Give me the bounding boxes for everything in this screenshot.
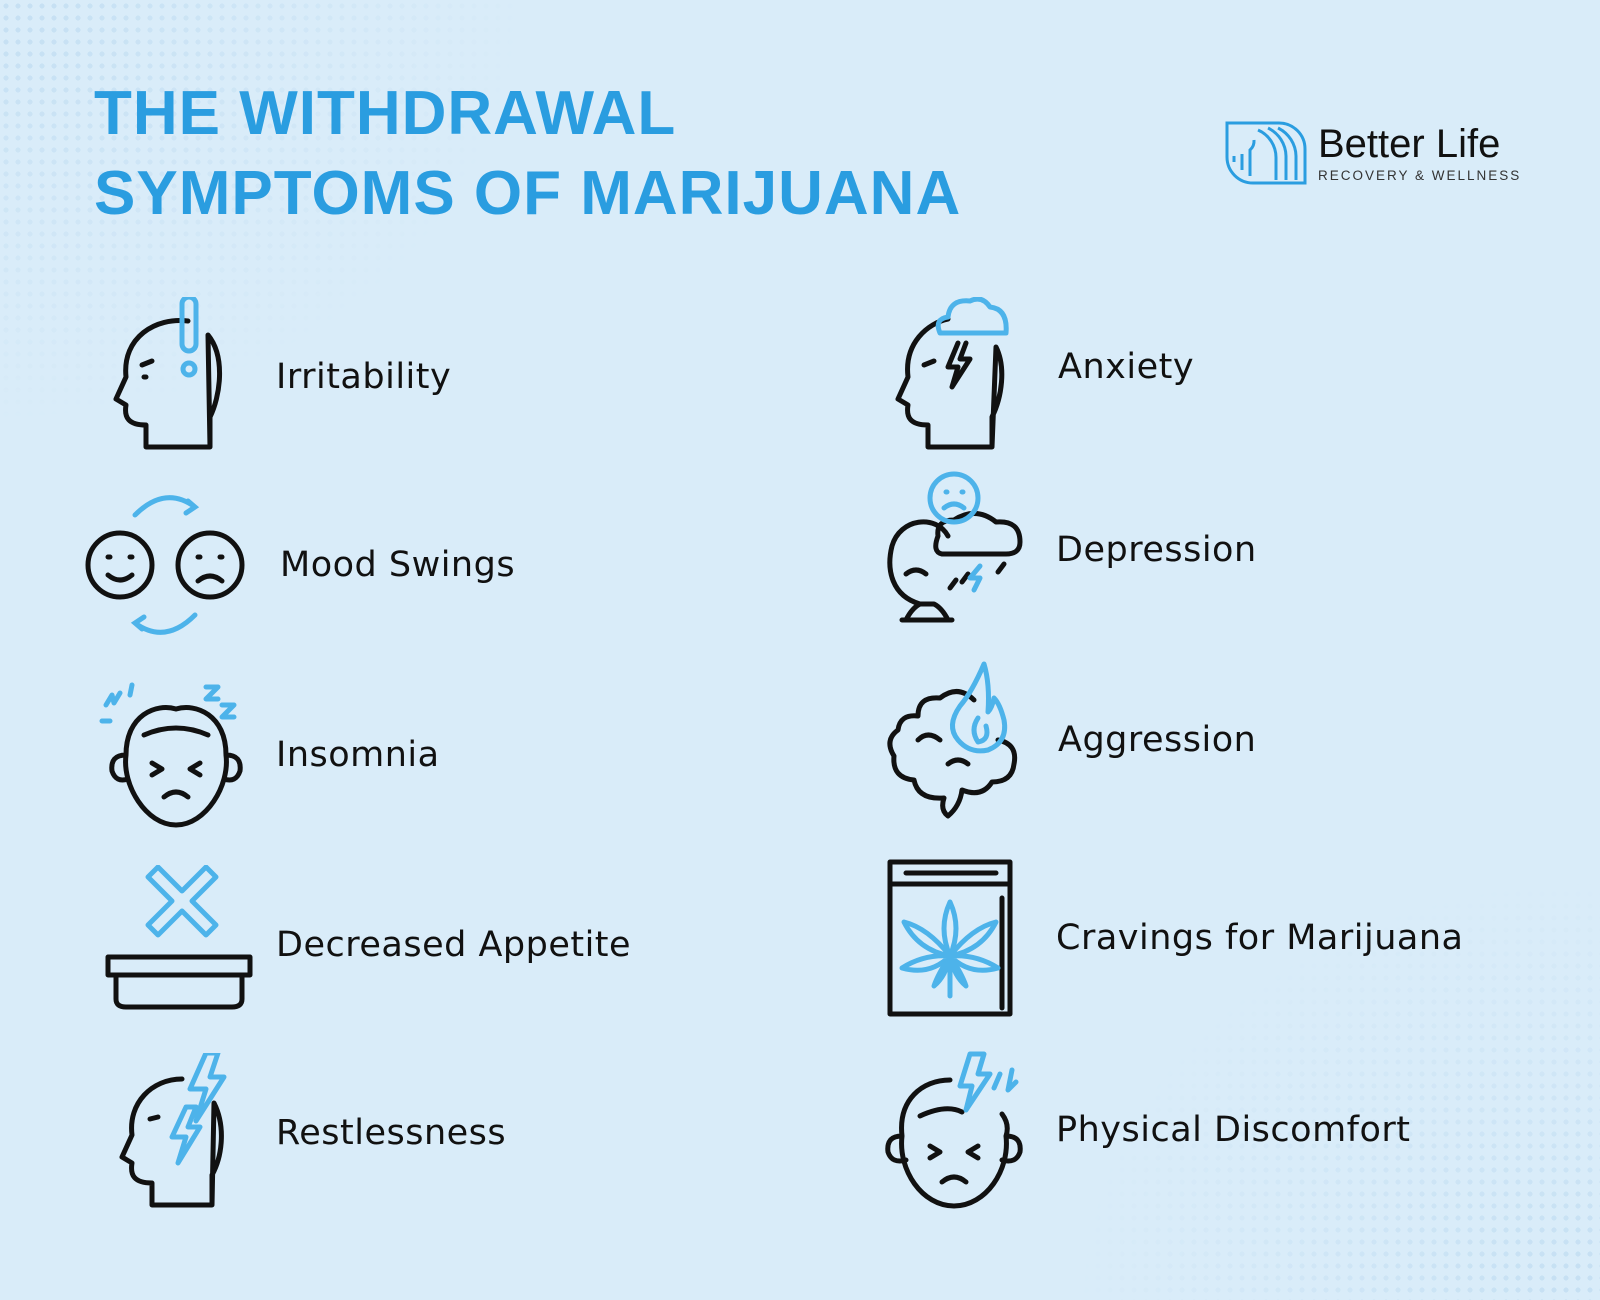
symptom-depression: Depression [876,470,1257,630]
symptom-physical-discomfort: Physical Discomfort [876,1050,1411,1210]
symptom-cravings: Cravings for Marijuana [876,858,1463,1018]
symptom-insomnia: Insomnia [96,675,440,835]
symptom-label: Depression [1056,530,1257,570]
head-storm-cloud-icon [895,297,1009,450]
symptom-label: Physical Discomfort [1056,1110,1411,1150]
mood-swing-faces-icon [85,495,245,635]
symptom-label: Mood Swings [280,545,516,585]
sad-face-rain-cloud-icon [887,471,1023,623]
logo-name: Better Life [1318,121,1501,166]
head-lightning-icon [119,1053,227,1208]
brain-fire-icon [887,661,1018,819]
empty-bowl-x-icon [105,865,253,1010]
symptom-label: Insomnia [276,735,440,775]
pained-face-lightning-icon [885,1051,1023,1209]
sleepless-face-icon [99,682,243,828]
head-exclamation-icon [113,297,222,450]
page-title: THE WITHDRAWAL SYMPTOMS OF MARIJUANA [94,74,961,234]
symptom-label: Anxiety [1058,347,1195,387]
brand-logo: Better Life RECOVERY & WELLNESS [1224,120,1521,186]
symptom-restlessness: Restlessness [96,1053,506,1213]
title-line-2: SYMPTOMS OF MARIJUANA [94,159,962,228]
symptom-aggression: Aggression [878,660,1256,820]
cannabis-bag-icon [887,859,1013,1017]
symptom-label: Decreased Appetite [276,925,632,965]
symptom-label: Irritability [276,357,452,397]
symptom-label: Restlessness [276,1113,507,1153]
symptom-irritability: Irritability [96,297,451,457]
symptom-anxiety: Anxiety [878,277,1194,457]
symptom-mood-swings: Mood Swings [80,485,515,645]
title-line-1: THE WITHDRAWAL [94,79,677,148]
logo-tagline: RECOVERY & WELLNESS [1318,167,1522,183]
logo-waves-icon [1225,121,1307,185]
symptom-label: Cravings for Marijuana [1056,918,1464,958]
symptom-label: Aggression [1058,720,1257,760]
symptom-decreased-appetite: Decreased Appetite [96,865,631,1025]
